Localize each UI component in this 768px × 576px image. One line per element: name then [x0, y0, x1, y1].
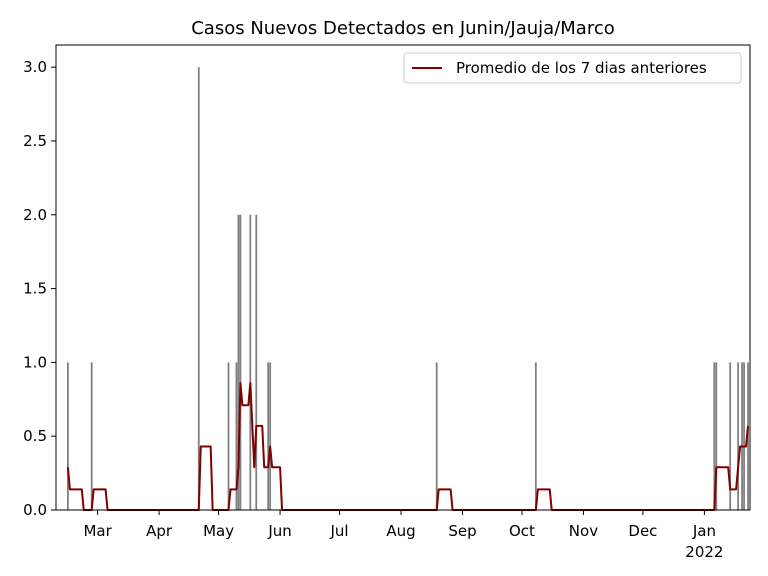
bar: [435, 362, 438, 510]
bar: [269, 362, 272, 510]
bar: [239, 214, 242, 510]
bar: [66, 362, 69, 510]
y-tick-label: 1.0: [23, 353, 47, 371]
x-tick-label: Mar: [83, 522, 112, 540]
x-tick-label: Sep: [448, 522, 476, 540]
y-tick-label: 0.5: [23, 427, 47, 445]
y-tick-label: 2.0: [23, 206, 47, 224]
legend-box: [403, 52, 742, 84]
bar: [227, 362, 230, 510]
x-tick-label: Dec: [628, 522, 657, 540]
x-tick-label: Oct: [509, 522, 535, 540]
bar: [249, 214, 252, 510]
y-tick-label: 1.5: [23, 280, 47, 298]
x-tick-label: Jul: [329, 522, 348, 540]
plot-frame: [55, 44, 751, 511]
bar: [741, 362, 743, 510]
bar: [90, 362, 93, 510]
bar: [197, 67, 200, 511]
x-tick-label: Aug: [386, 522, 415, 540]
y-tick-label: 3.0: [23, 58, 47, 76]
x-tick-label: Apr: [146, 522, 173, 540]
bar: [237, 214, 240, 510]
legend-label: Promedio de los 7 dias anteriores: [456, 59, 707, 77]
bar: [255, 214, 258, 510]
chart-title: Casos Nuevos Detectados en Junin/Jauja/M…: [191, 18, 615, 39]
bar: [715, 362, 718, 510]
bar: [743, 362, 745, 510]
x-tick-label: Nov: [569, 522, 598, 540]
y-tick-label: 0.0: [23, 501, 47, 519]
avg-line: [66, 382, 750, 511]
bar: [737, 362, 740, 510]
bar: [534, 362, 537, 510]
bar: [235, 362, 238, 510]
x-tick-label: Jan 2022: [685, 522, 723, 561]
x-tick-label: May: [203, 522, 234, 540]
y-tick-label: 2.5: [23, 132, 47, 150]
x-tick-label: Jun: [267, 522, 291, 540]
bar: [267, 362, 270, 510]
bar: [713, 362, 716, 510]
bar: [729, 362, 732, 510]
